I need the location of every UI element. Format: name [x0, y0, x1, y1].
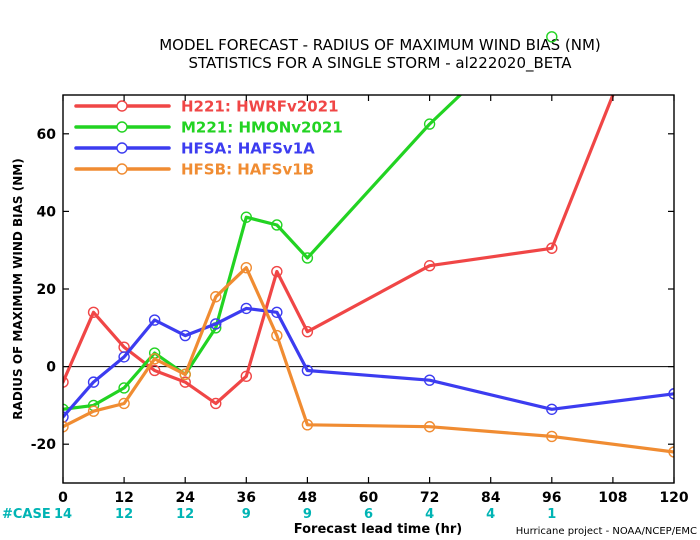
x-tick-label: 36: [237, 490, 256, 506]
data-point: [423, 374, 436, 386]
data-point: [87, 405, 100, 417]
data-point: [301, 419, 314, 431]
series-h221-hwrfv2021: [63, 95, 615, 410]
x-tick-label: 48: [298, 490, 317, 506]
data-point: [210, 291, 222, 303]
y-tick-label: 0: [46, 360, 56, 376]
case-count: 12: [115, 507, 133, 522]
y-tick-label: 40: [37, 204, 57, 220]
case-count: 14: [54, 507, 72, 522]
data-point: [301, 364, 314, 377]
x-tick-label: 12: [114, 490, 133, 506]
credit-text: Hurricane project - NOAA/NCEP/EMC: [516, 526, 697, 537]
data-point: [271, 265, 283, 278]
outside-marks: [546, 31, 558, 43]
x-tick-label: 24: [175, 490, 195, 506]
case-count: 4: [425, 507, 434, 522]
series-hfsa-hafsv1a: [63, 302, 674, 423]
series-line: [63, 95, 462, 411]
legend-label: HFSA: HAFSv1A: [181, 140, 315, 158]
data-point: [179, 368, 191, 381]
y-tick-label: 20: [37, 282, 57, 298]
case-count: 12: [176, 507, 194, 522]
data-point: [546, 430, 558, 443]
case-count: 9: [242, 507, 251, 522]
data-point: [423, 118, 436, 130]
plot-area: [63, 95, 674, 483]
chart-title: MODEL FORECAST - RADIUS OF MAXIMUM WIND …: [159, 36, 601, 54]
data-point: [546, 403, 558, 415]
case-count: 6: [364, 507, 373, 522]
case-count: 9: [303, 507, 312, 522]
y-tick-label: -20: [31, 437, 57, 453]
series-m221-hmonv2021: [63, 95, 462, 415]
y-tick-label: 60: [37, 127, 57, 143]
legend-marker: [116, 142, 128, 154]
x-tick-label: 84: [481, 490, 501, 506]
data-point: [118, 397, 130, 410]
series-hfsb-hafsv1b: [63, 261, 674, 458]
series-line: [63, 95, 615, 406]
legend-marker: [116, 121, 128, 133]
data-point: [240, 261, 253, 274]
case-label: #CASE: [2, 507, 51, 522]
data-point: [210, 397, 222, 410]
data-point: [668, 446, 674, 458]
data-point: [63, 376, 69, 388]
data-point: [63, 421, 69, 433]
data-point: [301, 325, 314, 338]
legend: H221: HWRFv2021 M221: HMONv2021 HFSA: HAFS…: [74, 98, 343, 179]
legend-item-m221-hmonv2021: M221: HMONv2021: [74, 119, 343, 137]
offscale-data-point: [546, 31, 558, 43]
x-tick-label: 60: [359, 490, 379, 506]
data-point: [118, 351, 130, 363]
data-point: [271, 329, 283, 342]
x-tick-label: 0: [58, 490, 68, 506]
legend-item-hfsb-hafsv1b: HFSB: HAFSv1B: [74, 161, 314, 179]
data-point: [240, 370, 253, 382]
x-tick-label: 72: [420, 490, 439, 506]
chart-subtitle: STATISTICS FOR A SINGLE STORM - al222020…: [188, 54, 572, 73]
data-point: [210, 318, 222, 330]
case-count: 4: [486, 507, 495, 522]
axis-ticks: 0 12 24 36 48 60 72 84 96 108 120 -20 0 20 40 60: [31, 95, 689, 506]
case-counts: #CASE 14 12 12 9 9 6 4 4 1: [2, 507, 556, 522]
legend-label: H221: HWRFv2021: [181, 98, 339, 116]
data-point: [240, 302, 253, 315]
data-point: [179, 376, 191, 388]
data-point: [148, 353, 161, 365]
data-point: [118, 382, 130, 394]
data-point: [423, 421, 436, 433]
legend-item-h221-hwrfv2021: H221: HWRFv2021: [74, 98, 339, 116]
series-layer: [63, 95, 674, 458]
case-count: 1: [547, 507, 556, 522]
x-tick-label: 96: [542, 490, 561, 506]
legend-label: M221: HMONv2021: [181, 119, 343, 137]
legend-marker: [116, 100, 128, 112]
y-axis-label: RADIUS OF MAXIMUM WIND BIAS (NM): [11, 158, 25, 419]
data-point: [423, 260, 436, 272]
data-point: [63, 411, 69, 423]
legend-label: HFSB: HAFSv1B: [181, 161, 314, 179]
data-point: [148, 364, 161, 377]
data-point: [148, 314, 161, 326]
data-point: [271, 306, 283, 318]
series-line: [63, 306, 674, 419]
x-axis-label: Forecast lead time (hr): [294, 522, 462, 537]
data-point: [87, 306, 100, 318]
data-point: [546, 242, 558, 254]
data-point: [87, 376, 100, 388]
legend-item-hfsa-hafsv1a: HFSA: HAFSv1A: [74, 140, 315, 158]
data-point: [668, 388, 674, 400]
data-point: [179, 329, 191, 342]
x-tick-label: 108: [598, 490, 627, 506]
x-tick-label: 120: [659, 490, 688, 506]
data-point: [301, 252, 314, 264]
legend-marker: [116, 163, 128, 175]
data-point: [271, 219, 283, 231]
data-point: [240, 211, 253, 223]
